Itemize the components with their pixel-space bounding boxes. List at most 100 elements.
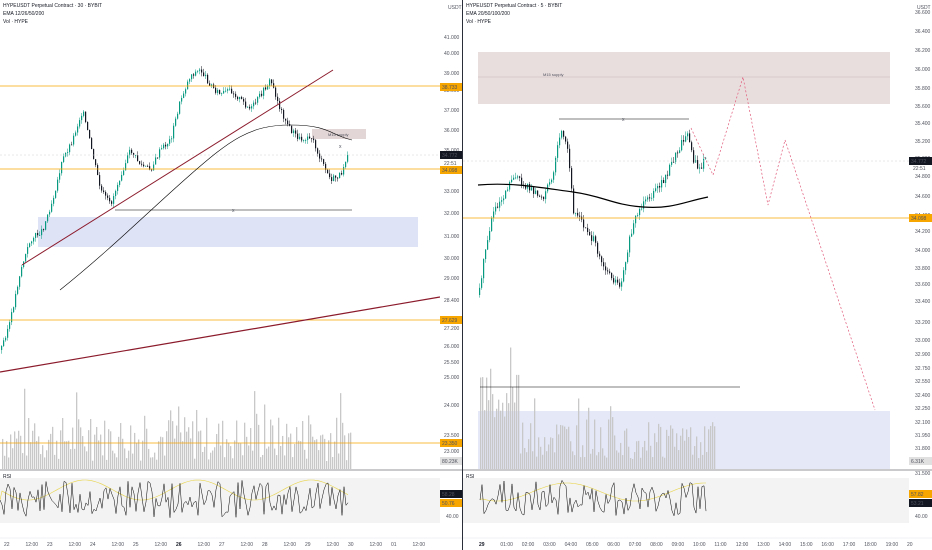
volume-indicator-label[interactable]: Vol · HYPE	[466, 19, 492, 25]
volume-bar	[2, 438, 4, 469]
candle-body	[211, 84, 213, 86]
price-axis-bg	[909, 0, 932, 550]
candle-body	[657, 185, 659, 189]
volume-bar	[618, 452, 620, 469]
ema-indicator-label[interactable]: EMA 12/26/50/200	[3, 11, 45, 17]
volume-bar	[592, 448, 594, 469]
price-axis-label: 27.200	[444, 326, 460, 332]
candle-body	[247, 106, 249, 108]
rsi-label[interactable]: RSI	[466, 474, 475, 480]
symbol-title[interactable]: HYPEUSDT Perpetual Contract · 5 · BYBIT	[466, 3, 563, 9]
ema-indicator-label[interactable]: EMA 20/50/100/200	[466, 11, 510, 17]
volume-bar	[62, 418, 64, 469]
candlesticks	[479, 129, 707, 298]
volume-bar	[686, 429, 688, 469]
trendline-rising	[21, 69, 334, 266]
volume-bar	[222, 420, 224, 469]
candle-body	[495, 206, 497, 212]
time-axis-label: 12:00	[155, 542, 168, 548]
candle-body	[73, 135, 75, 145]
price-axis-label: 29.000	[444, 276, 460, 282]
price-tag-level-low: 27.629	[440, 316, 462, 324]
candle-body	[595, 236, 597, 243]
candle-body	[483, 259, 485, 279]
volume-bar	[108, 429, 110, 469]
candle-body	[257, 96, 259, 103]
time-axis-label: 19:00	[886, 542, 899, 548]
time-axis-label: 27	[219, 542, 225, 548]
candle-body	[277, 96, 279, 102]
volume-bar	[270, 419, 272, 469]
volume-bar	[18, 430, 20, 469]
candle-body	[93, 149, 95, 160]
volume-bar	[688, 437, 690, 469]
candle-body	[7, 328, 9, 338]
time-axis[interactable]: 29 01:00 02:00 03:00 04:00 05:00 06:00 07:00 08:…	[463, 537, 932, 548]
candle-body	[261, 93, 263, 96]
candle-body	[343, 167, 345, 175]
symbol-title[interactable]: HYPEUSDT Perpetual Contract · 30 · BYBIT	[3, 3, 103, 9]
candle-body	[195, 71, 197, 76]
rsi-label[interactable]: RSI	[3, 474, 12, 480]
candle-body	[647, 197, 649, 200]
price-axis-label: 37.000	[444, 108, 460, 114]
volume-bar	[652, 457, 654, 469]
volume-bar	[102, 455, 104, 469]
candle-body	[489, 231, 491, 241]
volume-bar	[656, 442, 658, 469]
volume-bar	[546, 451, 548, 469]
volume-bar	[712, 422, 714, 469]
volume-bar	[708, 429, 710, 469]
volume-bar	[316, 439, 318, 469]
volume-bar	[100, 434, 102, 469]
supply-zone	[478, 52, 890, 104]
candle-body	[507, 189, 509, 191]
left-chart-pane[interactable]: M15 supply xx USDT41.00040.00039.00038.0…	[0, 0, 462, 550]
candle-body	[667, 174, 669, 176]
candle-body	[609, 271, 611, 273]
candle-body	[613, 278, 615, 283]
candle-body	[531, 187, 533, 191]
candle-body	[65, 152, 67, 157]
price-axis-label: 35.200	[915, 139, 931, 145]
price-axis[interactable]: USDT41.00040.00039.00038.00037.00036.000…	[440, 0, 462, 550]
volume-bar	[122, 438, 124, 469]
volume-bar	[284, 455, 286, 469]
volume-bar	[646, 450, 648, 469]
volume-bar	[522, 422, 524, 469]
volume-bar	[248, 445, 250, 469]
candle-body	[701, 167, 703, 169]
time-axis-label: 17:00	[843, 542, 856, 548]
volume-bar	[626, 428, 628, 469]
right-chart-pane[interactable]: M15 supply x USDT 36.600 36.400 36.200 36.00…	[463, 0, 932, 550]
candle-body	[35, 232, 37, 238]
price-axis-label: 39.000	[444, 71, 460, 77]
volume-bar	[564, 426, 566, 469]
pane-divider[interactable]	[462, 0, 463, 550]
candle-body	[101, 185, 103, 191]
volume-bar	[256, 413, 258, 469]
candle-body	[665, 174, 667, 184]
volume-bar	[566, 429, 568, 469]
candle-body	[621, 281, 623, 287]
candle-body	[583, 219, 585, 228]
supply-zone	[312, 129, 366, 139]
volume-bar	[194, 458, 196, 469]
candle-body	[611, 272, 613, 279]
volume-bar	[188, 427, 190, 469]
volume-bar	[596, 455, 598, 469]
candle-body	[157, 157, 159, 159]
candle-body	[19, 276, 21, 287]
volume-indicator-label[interactable]: Vol · HYPE	[3, 19, 29, 25]
candle-body	[675, 152, 677, 162]
candle-body	[99, 175, 101, 186]
volume-bar	[140, 460, 142, 469]
volume-bar	[556, 424, 558, 469]
volume-bar	[536, 456, 538, 469]
left-chart-canvas[interactable]: M15 supply xx USDT41.00040.00039.00038.0…	[0, 0, 462, 550]
volume-bar	[212, 450, 214, 469]
time-axis[interactable]: 22 12:00 23 12:00 24 12:00 25 12:00 26 12:00 27 12:…	[0, 537, 462, 548]
candle-body	[243, 98, 245, 102]
